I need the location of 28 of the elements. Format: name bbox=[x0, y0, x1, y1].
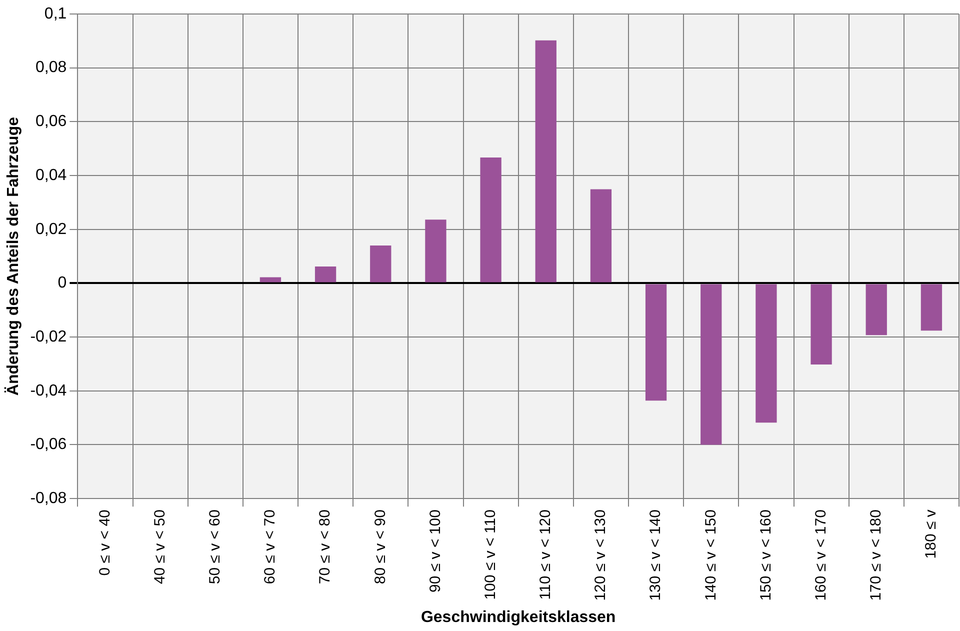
x-tick-label: 180 ≤ v bbox=[922, 509, 940, 559]
x-tick-label: 130 ≤ v < 140 bbox=[647, 510, 664, 601]
x-tick-label: 40 ≤ v < 50 bbox=[151, 510, 168, 584]
y-tick-label: 0,06 bbox=[36, 113, 67, 130]
y-tick-label: 0 bbox=[58, 274, 67, 292]
x-tick-label: 160 ≤ v < 170 bbox=[812, 510, 830, 601]
x-tick-label: 0 ≤ v < 40 bbox=[96, 510, 114, 576]
x-tick-label: 60 ≤ v < 70 bbox=[262, 510, 279, 584]
y-tick-label: 0,1 bbox=[44, 5, 67, 22]
y-tick-label: -0,08 bbox=[30, 490, 67, 507]
x-tick-label: 170 ≤ v < 180 bbox=[868, 510, 885, 601]
x-tick-label: 140 ≤ v < 150 bbox=[702, 510, 720, 601]
x-tick-label: 150 ≤ v < 160 bbox=[757, 510, 774, 601]
y-axis-title: Änderung des Anteils der Fahrzeuge bbox=[4, 116, 22, 396]
x-tick-label: 90 ≤ v < 100 bbox=[426, 510, 444, 592]
x-tick-label: 100 ≤ v < 110 bbox=[482, 510, 499, 600]
y-tick-label: -0,04 bbox=[30, 382, 67, 400]
x-tick-label: 80 ≤ v < 90 bbox=[372, 510, 389, 584]
y-tick-label: -0,06 bbox=[30, 436, 67, 454]
x-tick-label: 70 ≤ v < 80 bbox=[316, 510, 334, 584]
y-tick-label: -0,02 bbox=[30, 328, 67, 346]
x-tick-label: 50 ≤ v < 60 bbox=[206, 510, 224, 584]
x-axis-title: Geschwindigkeitsklassen bbox=[420, 608, 616, 626]
y-tick-label: 0,04 bbox=[36, 166, 67, 184]
y-tick-label: 0,02 bbox=[36, 220, 67, 238]
x-tick-label: 120 ≤ v < 130 bbox=[592, 510, 610, 601]
y-tick-label: 0,08 bbox=[36, 59, 67, 76]
x-tick-label: 110 ≤ v < 120 bbox=[537, 510, 554, 600]
